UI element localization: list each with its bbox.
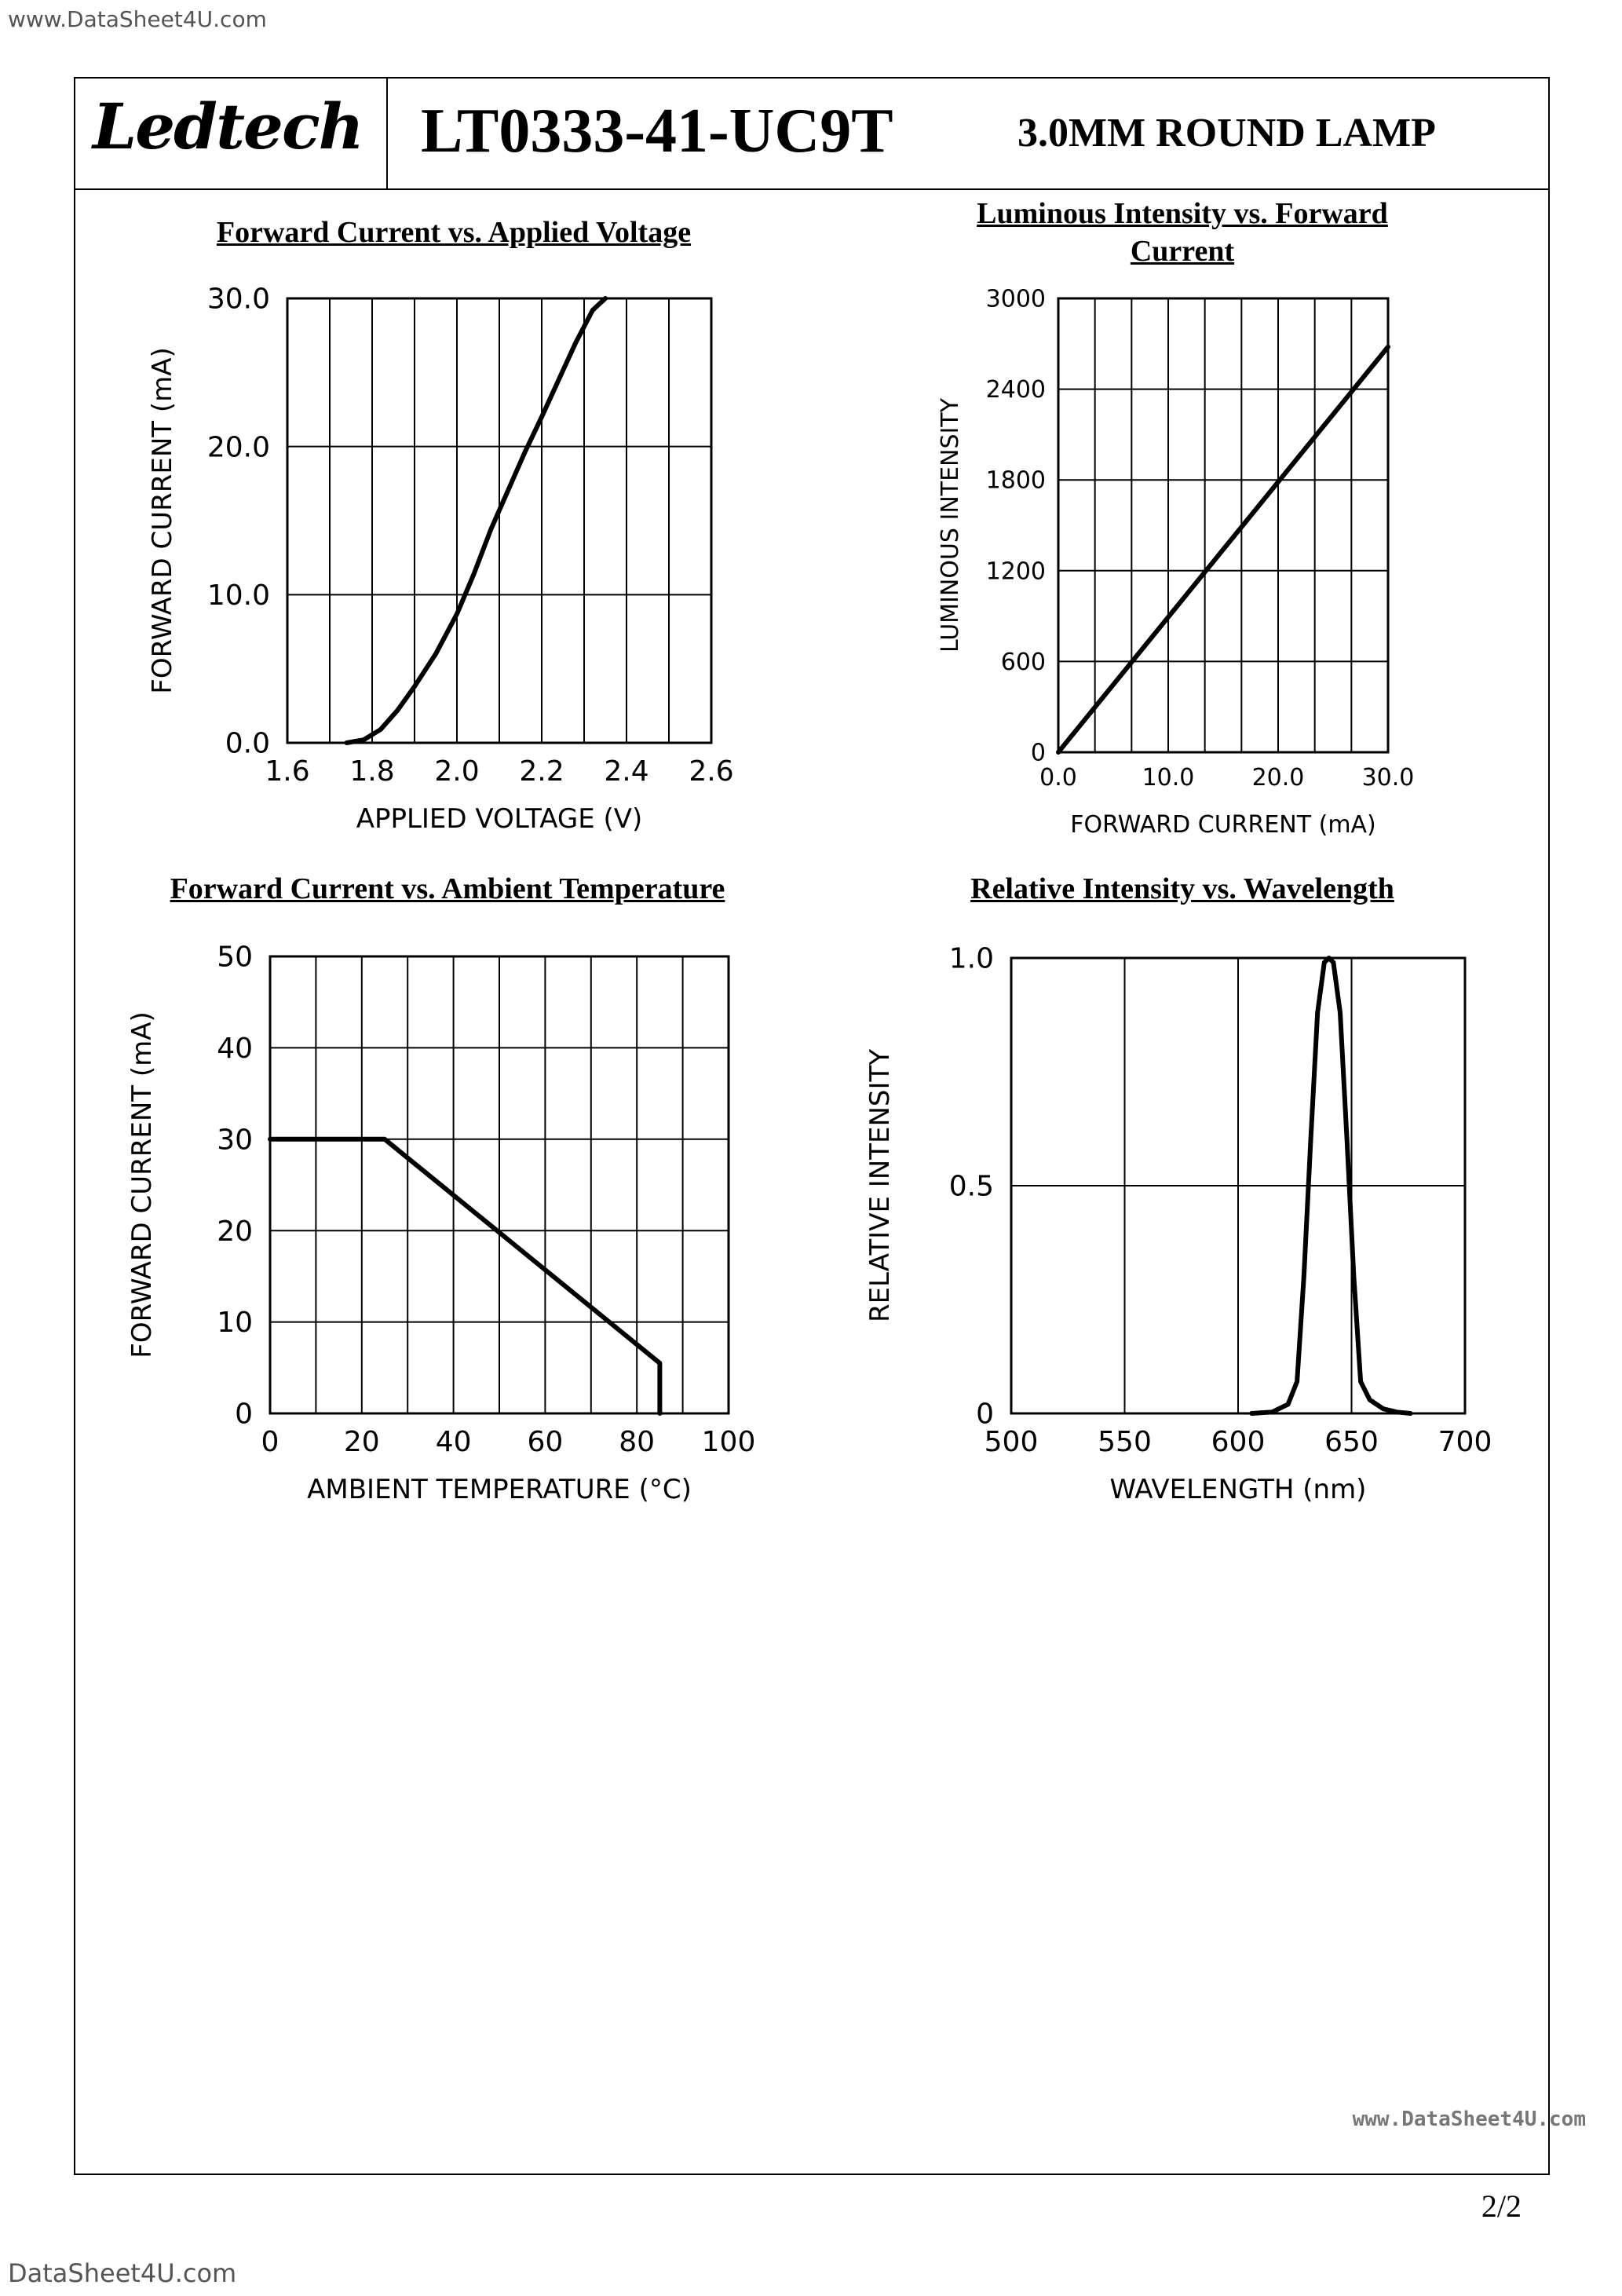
y-tick-label: 0.0 bbox=[225, 728, 270, 760]
x-tick-label: 40 bbox=[436, 1426, 472, 1458]
x-tick-label: 10.0 bbox=[1142, 764, 1195, 792]
y-tick-label: 0 bbox=[235, 1398, 253, 1431]
watermark-right: www.DataSheet4U.com bbox=[1352, 2108, 1586, 2131]
y-tick-label: 50 bbox=[217, 941, 253, 974]
chart-title-3: Forward Current vs. Ambient Temperature bbox=[170, 872, 725, 905]
y-tick-label: 10 bbox=[217, 1307, 253, 1339]
x-tick-label: 60 bbox=[527, 1426, 563, 1458]
x-tick-label: 30.0 bbox=[1362, 764, 1415, 792]
x-tick-label: 2.2 bbox=[519, 755, 564, 788]
chart-title-4: Relative Intensity vs. Wavelength bbox=[970, 872, 1394, 905]
header: Ledtech LT0333-41-UC9T 3.0MM ROUND LAMP bbox=[75, 79, 1548, 190]
x-tick-label: 0 bbox=[261, 1426, 279, 1458]
x-tick-label: 80 bbox=[619, 1426, 655, 1458]
series-line bbox=[344, 296, 608, 745]
y-tick-label: 10.0 bbox=[207, 579, 270, 612]
x-axis-label: APPLIED VOLTAGE (V) bbox=[356, 803, 643, 835]
y-tick-label: 600 bbox=[1001, 649, 1046, 676]
part-number: LT0333-41-UC9T bbox=[421, 97, 893, 166]
x-tick-label: 20 bbox=[344, 1426, 380, 1458]
x-tick-label: 650 bbox=[1324, 1426, 1379, 1458]
watermark-bottom: DataSheet4U.com bbox=[8, 2258, 237, 2288]
chart-title-2: Luminous Intensity vs. Forward Current bbox=[977, 197, 1388, 268]
x-tick-label: 2.4 bbox=[604, 755, 648, 788]
x-axis-label: FORWARD CURRENT (mA) bbox=[1070, 811, 1376, 839]
y-axis-label: FORWARD CURRENT (mA) bbox=[147, 347, 178, 693]
x-tick-label: 2.6 bbox=[689, 755, 733, 788]
y-axis-label: RELATIVE INTENSITY bbox=[864, 1049, 896, 1322]
datasheet-frame: Ledtech LT0333-41-UC9T 3.0MM ROUND LAMP bbox=[74, 77, 1550, 2175]
y-tick-label: 40 bbox=[217, 1033, 253, 1065]
y-tick-label: 30.0 bbox=[207, 283, 270, 316]
y-tick-label: 1.0 bbox=[949, 943, 994, 975]
x-tick-label: 1.8 bbox=[349, 755, 394, 788]
y-axis-label: FORWARD CURRENT (mA) bbox=[126, 1011, 158, 1358]
x-axis-label: WAVELENGTH (nm) bbox=[1110, 1474, 1367, 1505]
y-tick-label: 20.0 bbox=[207, 431, 270, 463]
y-tick-label: 0.5 bbox=[949, 1171, 994, 1203]
y-tick-label: 2400 bbox=[986, 376, 1046, 404]
x-tick-label: 1.6 bbox=[265, 755, 309, 788]
y-tick-label: 20 bbox=[217, 1216, 253, 1248]
y-tick-label: 3000 bbox=[986, 286, 1046, 313]
chart-title-1: Forward Current vs. Applied Voltage bbox=[216, 216, 692, 249]
y-axis-label: LUMINOUS INTENSITY bbox=[937, 397, 964, 653]
series-line bbox=[1249, 956, 1413, 1416]
watermark-top: www.DataSheet4U.com bbox=[8, 6, 267, 32]
plot-frame bbox=[1010, 956, 1467, 1415]
x-tick-label: 700 bbox=[1438, 1426, 1492, 1458]
product-name: 3.0MM ROUND LAMP bbox=[1017, 111, 1436, 155]
x-tick-label: 600 bbox=[1211, 1426, 1266, 1458]
x-tick-label: 550 bbox=[1098, 1426, 1152, 1458]
x-tick-label: 500 bbox=[985, 1426, 1039, 1458]
plot-frame bbox=[286, 297, 713, 744]
y-tick-label: 1800 bbox=[986, 467, 1046, 495]
series-line bbox=[1056, 344, 1390, 755]
plot-frame bbox=[1057, 297, 1390, 754]
x-tick-label: 2.0 bbox=[434, 755, 479, 788]
x-tick-label: 100 bbox=[702, 1426, 756, 1458]
y-tick-label: 30 bbox=[217, 1124, 253, 1156]
x-tick-label: 20.0 bbox=[1252, 764, 1305, 792]
company-logo: Ledtech bbox=[93, 90, 364, 163]
x-tick-label: 0.0 bbox=[1039, 764, 1077, 792]
series-line bbox=[268, 1136, 663, 1416]
y-tick-label: 0 bbox=[1031, 740, 1046, 767]
plot-frame bbox=[269, 955, 730, 1415]
page-number: 2/2 bbox=[1481, 2188, 1522, 2224]
y-tick-label: 0 bbox=[976, 1398, 994, 1431]
x-axis-label: AMBIENT TEMPERATURE (°C) bbox=[307, 1474, 692, 1505]
logo-cell: Ledtech bbox=[75, 79, 388, 188]
y-tick-label: 1200 bbox=[986, 558, 1046, 585]
